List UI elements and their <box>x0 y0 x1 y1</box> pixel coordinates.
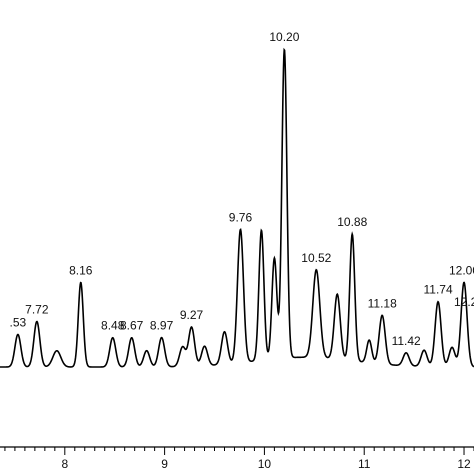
x-tick-label: 9 <box>161 457 168 471</box>
x-tick-label: 11 <box>358 457 371 471</box>
peak-label: 12.26 <box>454 295 474 309</box>
peak-label: 10.20 <box>269 30 299 44</box>
peak-label: 11.74 <box>424 283 453 297</box>
peak-label: .53 <box>10 316 27 330</box>
peak-label: 9.76 <box>229 210 253 224</box>
peak-label: 8.97 <box>150 319 174 333</box>
chromatogram-trace-layer <box>0 47 474 368</box>
peak-label: 12.00 <box>449 263 474 277</box>
x-tick-label: 8 <box>61 457 68 471</box>
chromatogram-line <box>0 47 474 368</box>
peak-label: 8.67 <box>120 319 144 333</box>
peak-label: 7.72 <box>25 302 49 316</box>
peak-label: 11.42 <box>392 334 421 348</box>
x-tick-label: 12 <box>457 457 471 471</box>
peak-label: 9.27 <box>180 308 204 322</box>
x-tick-label: 10 <box>258 457 272 471</box>
x-axis: 8 9 10 11 12 <box>0 446 474 471</box>
peak-label: 11.18 <box>368 296 397 310</box>
peak-label: 10.52 <box>301 251 331 265</box>
peak-label: 8.48 <box>101 319 125 333</box>
peak-label: 8.16 <box>69 263 93 277</box>
peak-label: 10.88 <box>337 215 367 229</box>
peak-labels: .537.72 8.16 8.488.67 8.97 9.27 9.76 10.20 10.5… <box>10 30 474 348</box>
